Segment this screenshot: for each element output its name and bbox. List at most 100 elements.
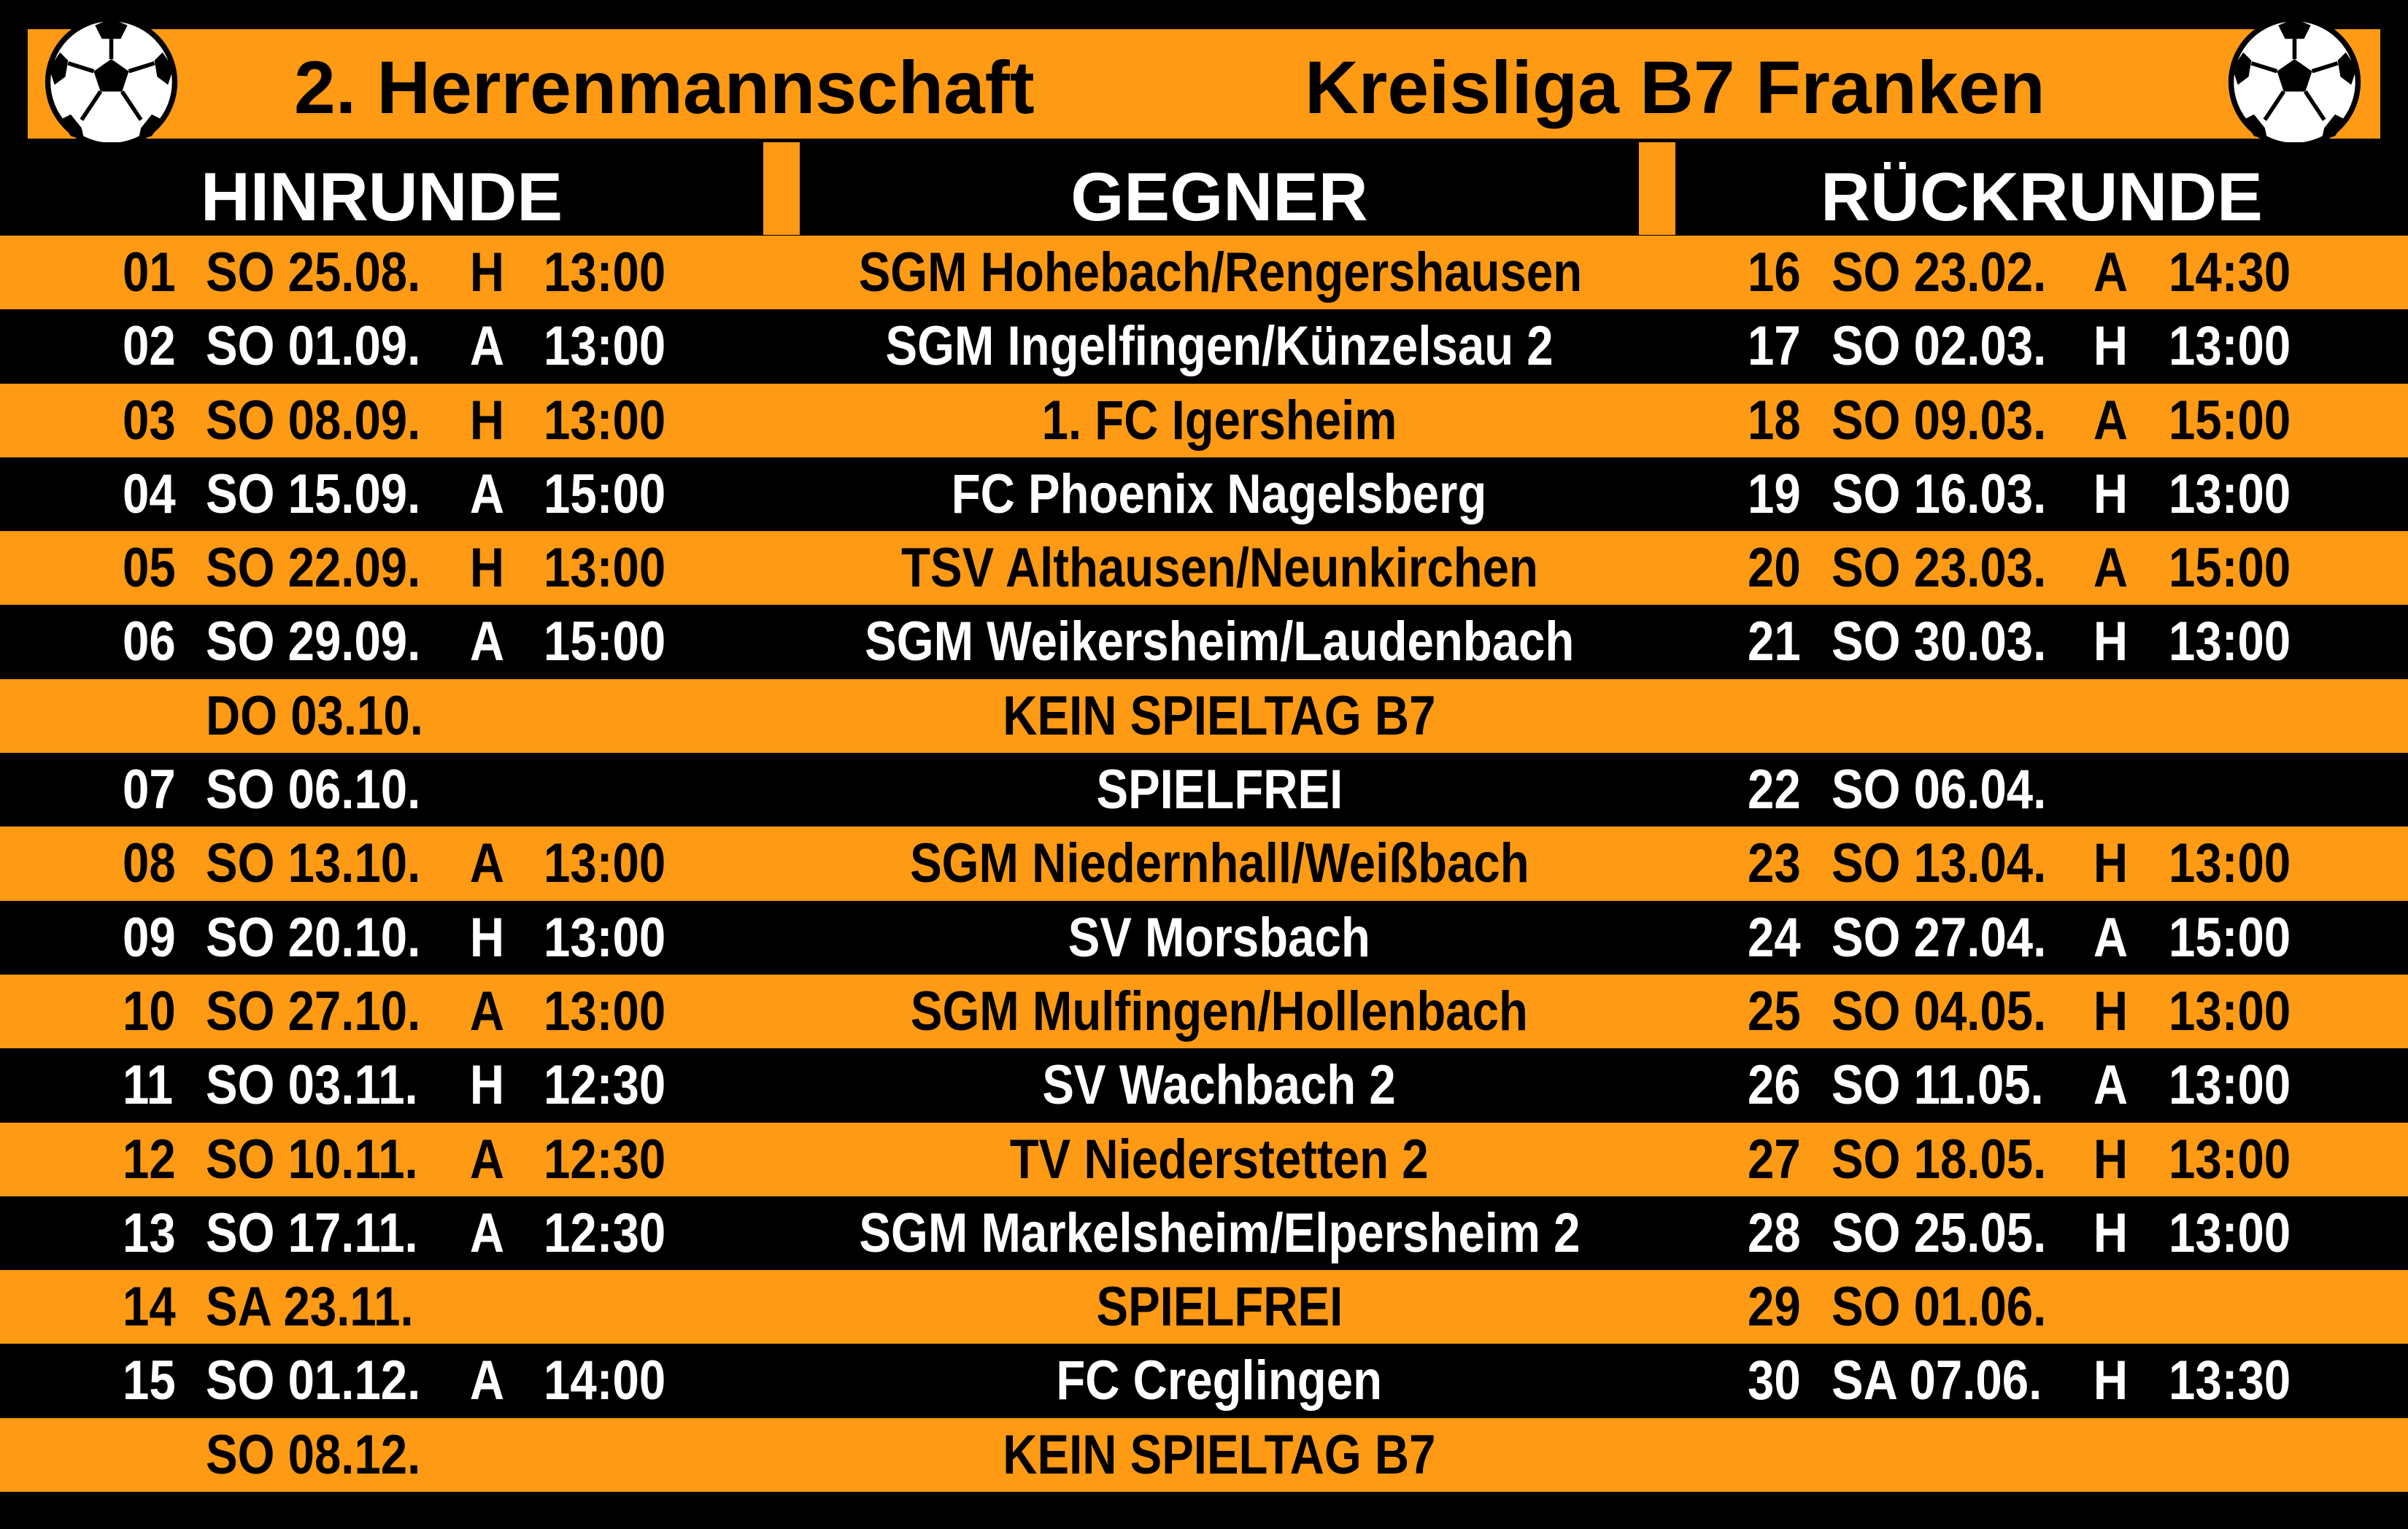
opponent-name: KEIN SPIELTAG B7: [1003, 1423, 1436, 1486]
return-match-date: SA 07.06.: [1832, 1350, 2042, 1412]
header-hinrunde: HINRUNDE: [0, 142, 763, 235]
return-match-number: 16: [1748, 241, 1801, 303]
home-away: H: [469, 906, 505, 969]
return-kickoff-time: 13:00: [2169, 611, 2291, 673]
return-home-away: [2091, 1270, 2127, 1344]
opponent-name: SV Morsbach: [1068, 906, 1371, 969]
return-match-date: SO 18.05.: [1832, 1128, 2047, 1191]
home-away: H: [469, 537, 505, 600]
table-row: 03 SO 08.09. H 13:00 1. FC Igersheim 18 SO 09.…: [0, 383, 2408, 457]
opponent-name: SGM Ingelfingen/Künzelsau 2: [885, 315, 1554, 378]
return-kickoff-time: 13:00: [2169, 1201, 2291, 1264]
kickoff-time: 13:00: [544, 832, 666, 895]
kickoff-time: 14:00: [544, 1350, 666, 1412]
header-divider: [763, 142, 800, 235]
return-match-number: 23: [1748, 832, 1801, 895]
match-number: 02: [123, 315, 176, 378]
table-row: 02 SO 01.09. A 13:00 SGM Ingelfingen/Künzels…: [0, 309, 2408, 384]
return-kickoff-time: 13:00: [2169, 462, 2291, 525]
table-row: 01 SO 25.08. H 13:00 SGM Hohebach/Rengershau…: [0, 236, 2408, 310]
return-match-number: 17: [1748, 315, 1801, 378]
return-kickoff-time: 13:30: [2169, 1350, 2291, 1412]
table-row: 08 SO 13.10. A 13:00 SGM Niedernhall/Weißbac…: [0, 827, 2408, 901]
opponent-name: SV Wachbach 2: [1042, 1054, 1397, 1117]
return-home-away: H: [2093, 462, 2129, 525]
match-date: SA 23.11.: [206, 1276, 414, 1339]
return-kickoff-time: 15:00: [2169, 537, 2291, 600]
match-date: SO 13.10.: [206, 832, 421, 895]
match-date: SO 20.10.: [206, 906, 421, 969]
match-date: SO 25.08.: [206, 241, 421, 303]
return-match-number: 21: [1748, 611, 1801, 673]
return-match-date: SO 13.04.: [1832, 832, 2047, 895]
return-home-away: H: [2093, 315, 2129, 378]
home-away: A: [469, 1128, 505, 1191]
opponent-name: KEIN SPIELTAG B7: [1003, 684, 1436, 747]
match-date: SO 10.11.: [206, 1128, 418, 1191]
match-number: 12: [123, 1128, 176, 1191]
return-kickoff-time: 15:00: [2169, 906, 2291, 969]
match-date: SO 27.10.: [206, 980, 421, 1042]
match-number: 07: [123, 759, 176, 821]
table-row: 15 SO 01.12. A 14:00 FC Creglingen 30 SA 07.06…: [0, 1344, 2408, 1418]
match-number: [123, 679, 181, 753]
return-match-number: 18: [1748, 389, 1801, 452]
table-row: 12 SO 10.11. A 12:30 TV Niederstetten 2 27 SO …: [0, 1122, 2408, 1196]
return-kickoff-time: 15:00: [2169, 389, 2291, 452]
kickoff-time: 12:30: [544, 1128, 666, 1191]
table-row: 06 SO 29.09. A 15:00 SGM Weikersheim/Laudenb…: [0, 605, 2408, 679]
opponent-name: TSV Althausen/Neunkirchen: [900, 537, 1538, 600]
return-match-number: 29: [1748, 1276, 1801, 1339]
match-number: [123, 1418, 181, 1492]
match-date: SO 01.12.: [206, 1350, 421, 1412]
match-number: 13: [123, 1201, 176, 1264]
opponent-name: SPIELFREI: [1096, 759, 1343, 821]
return-kickoff-time: 13:00: [2169, 980, 2291, 1042]
return-home-away: H: [2093, 611, 2129, 673]
return-match-date: SO 06.04.: [1832, 759, 2047, 821]
home-away: [467, 679, 503, 753]
return-home-away: H: [2093, 1201, 2129, 1264]
opponent-name: SGM Niedernhall/Weißbach: [909, 832, 1529, 895]
return-match-date: SO 23.02.: [1832, 241, 2047, 303]
return-home-away: A: [2093, 389, 2129, 452]
return-home-away: H: [2093, 832, 2129, 895]
opponent-name: SGM Markelsheim/Elpersheim 2: [858, 1201, 1581, 1264]
return-match-date: SO 23.03.: [1832, 537, 2047, 600]
kickoff-time: 13:00: [544, 980, 666, 1042]
return-kickoff-time: 13:00: [2169, 832, 2291, 895]
home-away: A: [469, 462, 505, 525]
return-match-date: SO 27.04.: [1832, 906, 2047, 969]
match-date: SO 06.10.: [206, 759, 421, 821]
league-title: Kreisliga B7 Franken: [1305, 46, 2045, 129]
return-home-away: A: [2093, 241, 2129, 303]
return-match-number: 27: [1748, 1128, 1801, 1191]
home-away: A: [469, 980, 505, 1042]
return-match-number: 22: [1748, 759, 1801, 821]
kickoff-time: 13:00: [544, 241, 666, 303]
return-match-number: 19: [1748, 462, 1801, 525]
return-match-number: 25: [1748, 980, 1801, 1042]
title-bar: 2. Herrenmannschaft Kreisliga B7 Franken: [28, 29, 2380, 139]
opponent-name: SGM Hohebach/Rengershausen: [858, 241, 1583, 303]
return-match-number: 20: [1748, 537, 1801, 600]
table-row: 07 SO 06.10. SPIELFREI 22 SO 06.04.: [0, 753, 2408, 827]
match-date: SO 03.11.: [206, 1054, 418, 1117]
match-number: 15: [123, 1350, 176, 1412]
return-match-date: SO 25.05.: [1832, 1201, 2047, 1264]
home-away: [467, 753, 503, 827]
kickoff-time: 13:00: [544, 389, 666, 452]
table-row: 11 SO 03.11. H 12:30 SV Wachbach 2 26 SO 11.05…: [0, 1048, 2408, 1123]
match-date: SO 08.12.: [206, 1423, 421, 1486]
match-number: 03: [123, 389, 176, 452]
return-match-date: SO 02.03.: [1832, 315, 2047, 378]
home-away: A: [469, 832, 505, 895]
home-away: A: [469, 315, 505, 378]
return-match-date: SO 16.03.: [1832, 462, 2047, 525]
return-home-away: A: [2093, 1054, 2129, 1117]
match-date: SO 01.09.: [206, 315, 421, 378]
match-number: 04: [123, 462, 176, 525]
return-home-away: [2091, 753, 2127, 827]
match-date: SO 08.09.: [206, 389, 421, 452]
return-home-away: H: [2093, 1128, 2129, 1191]
